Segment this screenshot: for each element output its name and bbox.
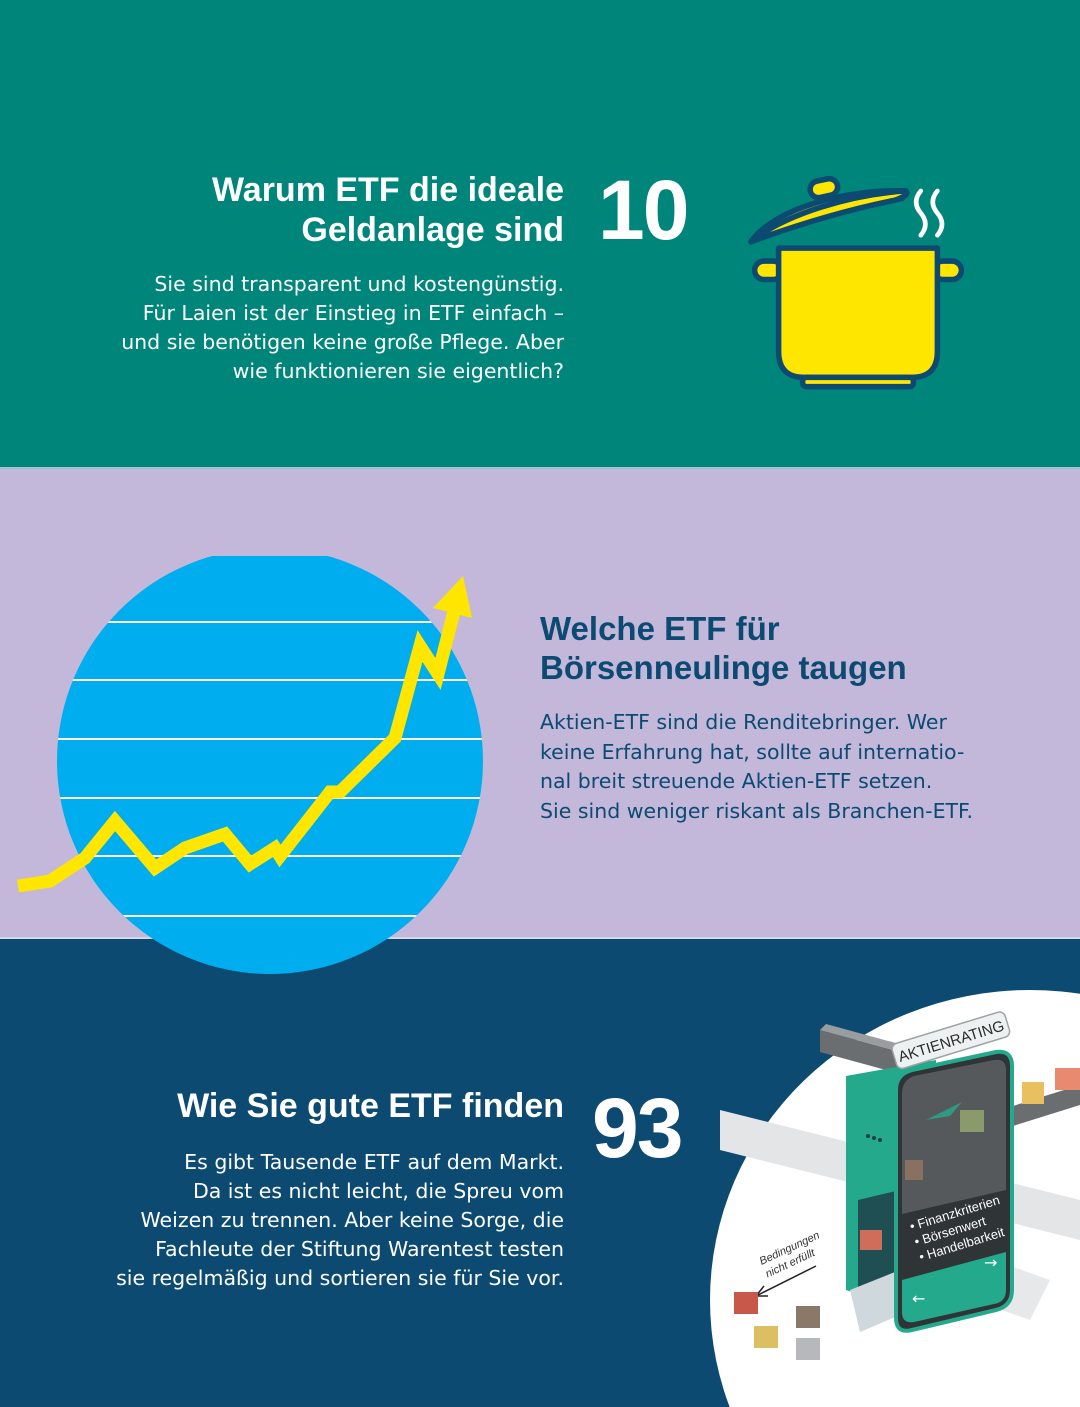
section-title: Warum ETF die ideale Geldanlage sind <box>64 170 564 250</box>
body-line: Da ist es nicht leicht, die Spreu vom <box>192 1179 564 1204</box>
body-line: Sie sind transparent und kostengünstig. <box>154 272 564 296</box>
reject-arrow-icon <box>755 1265 817 1297</box>
section-which-etf: Welche ETF für Börsenneulinge taugen Akt… <box>0 468 1080 974</box>
title-line: Wie Sie gute ETF finden <box>177 1087 564 1125</box>
page-number: 93 <box>592 1081 683 1175</box>
section-divider <box>0 467 1080 469</box>
section-body: Sie sind transparent und kostengünstig. … <box>4 270 564 386</box>
body-line: Weizen zu trennen. Aber keine Sorge, die <box>140 1208 564 1233</box>
section-title: Wie Sie gute ETF finden <box>44 1086 564 1126</box>
section-why-etf: Warum ETF die ideale Geldanlage sind 10 … <box>0 0 1080 468</box>
body-line: Fachleute der Stiftung Warentest testen <box>155 1237 564 1262</box>
title-line: Börsenneulinge taugen <box>540 648 907 686</box>
body-line: sie regelmäßig und sortieren sie für Sie… <box>116 1266 564 1291</box>
section-title: Welche ETF für Börsenneulinge taugen <box>540 610 1060 688</box>
title-line: Welche ETF für <box>540 610 780 647</box>
body-line: Es gibt Tausende ETF auf dem Markt. <box>184 1150 564 1174</box>
body-line: keine Erfahrung hat, sollte auf internat… <box>540 739 965 764</box>
arrow-right-icon: → <box>984 1253 997 1272</box>
body-line: nal breit streuende Aktien-ETF setzen. <box>540 769 933 794</box>
body-line: Für Laien ist der Einstieg in ETF einfac… <box>142 301 564 326</box>
title-line: Warum ETF die ideale <box>211 171 564 209</box>
page-number: 10 <box>598 163 689 257</box>
body-line: und sie benötigen keine große Pflege. Ab… <box>121 330 564 355</box>
section-body: Aktien-ETF sind die Renditebringer. Wer … <box>540 708 1060 826</box>
cooking-pot-icon <box>748 175 965 390</box>
rating-machine-illustration: AKTIENRATING • Finanzkriterien • Börsenw… <box>710 990 1080 1407</box>
rising-chart-globe-icon <box>16 556 483 974</box>
section-body: Es gibt Tausende ETF auf dem Markt. Da i… <box>4 1148 564 1294</box>
body-line: wie funktionieren sie eigentlich? <box>232 359 564 384</box>
arrow-left-icon: ← <box>912 1289 925 1308</box>
title-line: Geldanlage sind <box>301 211 564 250</box>
section-divider <box>0 937 1080 939</box>
body-line: Sie sind weniger riskant als Branchen-ET… <box>540 798 974 823</box>
section-find-etf: Wie Sie gute ETF finden 93 Es gibt Tause… <box>0 938 1080 1407</box>
body-line: Aktien-ETF sind die Renditebringer. Wer <box>540 710 947 734</box>
